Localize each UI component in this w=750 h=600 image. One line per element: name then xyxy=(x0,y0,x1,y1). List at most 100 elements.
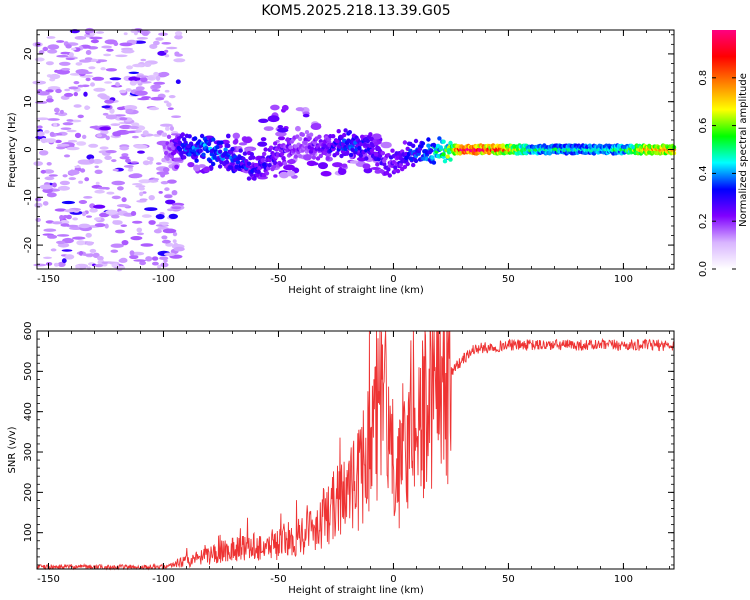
noise-blob xyxy=(175,79,181,84)
noise-blob xyxy=(151,84,162,89)
noise-blob xyxy=(119,89,127,94)
noise-blob xyxy=(131,122,140,127)
ridge-mark xyxy=(194,158,199,163)
x-tick-label: 100 xyxy=(614,574,633,585)
noise-blob xyxy=(140,243,154,247)
x-tick-label: -50 xyxy=(270,274,286,285)
x-tick-label: -150 xyxy=(37,274,60,285)
ridge-mark xyxy=(442,159,448,164)
ridge-mark xyxy=(448,140,453,146)
ridge-mark xyxy=(278,162,283,167)
noise-blob xyxy=(166,46,178,50)
ridge-mark xyxy=(238,148,243,153)
noise-blob xyxy=(171,115,182,118)
noise-blob xyxy=(45,61,54,66)
noise-blob xyxy=(40,169,46,174)
noise-blob xyxy=(105,150,117,154)
y-tick-label: 10 xyxy=(23,95,34,108)
noise-blob xyxy=(66,129,77,133)
noise-blob xyxy=(113,41,119,47)
noise-blob xyxy=(93,204,106,209)
colorbar-tick-label: 0.0 xyxy=(698,261,709,277)
ridge-mark xyxy=(398,162,403,167)
ridge-mark xyxy=(169,154,174,159)
ridge-mark xyxy=(386,167,391,172)
noise-blob xyxy=(157,264,162,269)
ridge-mark xyxy=(242,151,248,156)
noise-blob xyxy=(36,131,45,137)
ridge-mark xyxy=(217,164,223,169)
noise-blob xyxy=(126,65,133,70)
noise-blob xyxy=(61,249,73,252)
ridge-mark xyxy=(279,151,285,157)
noise-blob xyxy=(168,213,178,219)
noise-blob xyxy=(76,240,86,246)
noise-blob xyxy=(142,160,150,166)
signal-blob xyxy=(267,115,280,123)
noise-blob xyxy=(97,255,104,261)
noise-blob xyxy=(94,217,102,221)
noise-blob xyxy=(158,71,170,77)
noise-blob xyxy=(35,197,42,202)
x-tick-label: 50 xyxy=(502,274,515,285)
noise-blob xyxy=(56,143,70,147)
signal-blob xyxy=(242,136,253,144)
noise-blob xyxy=(100,67,106,71)
x-tick-label: -150 xyxy=(37,574,60,585)
signal-blob xyxy=(372,133,382,140)
noise-blob xyxy=(115,54,128,58)
noise-blob xyxy=(92,76,105,81)
noise-blob xyxy=(139,260,147,266)
signal-blob xyxy=(302,113,310,118)
ridge-mark xyxy=(297,154,303,159)
noise-blob xyxy=(112,131,122,137)
noise-blob xyxy=(65,44,72,49)
noise-blob xyxy=(172,239,177,244)
noise-blob xyxy=(39,184,53,190)
ridge-mark xyxy=(365,138,370,144)
ridge-mark xyxy=(289,158,294,164)
noise-blob xyxy=(78,223,91,229)
y-tick-label: 0 xyxy=(23,146,34,152)
snr-x-label: Height of straight line (km) xyxy=(288,585,424,596)
noise-blob xyxy=(94,165,99,169)
ridge-mark xyxy=(441,139,446,144)
ridge-mark xyxy=(215,145,220,150)
noise-blob xyxy=(172,232,178,237)
noise-blob xyxy=(134,144,148,149)
noise-blob xyxy=(106,191,115,195)
noise-blob xyxy=(104,155,112,160)
noise-blob xyxy=(160,181,169,185)
ridge-mark xyxy=(429,148,434,153)
noise-blob xyxy=(162,167,170,173)
noise-blob xyxy=(59,109,64,115)
noise-blob xyxy=(119,156,130,160)
noise-blob xyxy=(73,92,79,97)
ridge-mark xyxy=(431,160,437,165)
figure-title: KOM5.2025.218.13.39.G05 xyxy=(261,3,450,19)
noise-blob xyxy=(153,81,166,85)
noise-blob xyxy=(82,134,87,139)
noise-blob xyxy=(69,226,83,230)
signal-blob xyxy=(362,163,371,170)
noise-blob xyxy=(95,181,100,186)
ridge-mark xyxy=(246,176,252,181)
noise-blob xyxy=(46,98,54,103)
noise-blob xyxy=(56,40,65,43)
noise-blob xyxy=(138,179,152,184)
noise-blob xyxy=(105,114,118,120)
signal-blob xyxy=(310,123,322,130)
noise-blob xyxy=(46,138,57,144)
noise-blob xyxy=(151,89,161,92)
noise-blob xyxy=(161,223,168,226)
ridge-mark xyxy=(164,150,169,156)
noise-blob xyxy=(137,150,145,154)
signal-blob xyxy=(244,147,253,153)
noise-blob xyxy=(88,66,96,70)
noise-blob xyxy=(89,248,97,253)
noise-blob xyxy=(130,173,143,179)
ridge-mark xyxy=(187,134,192,139)
noise-blob xyxy=(79,59,92,63)
noise-blob xyxy=(60,223,70,227)
